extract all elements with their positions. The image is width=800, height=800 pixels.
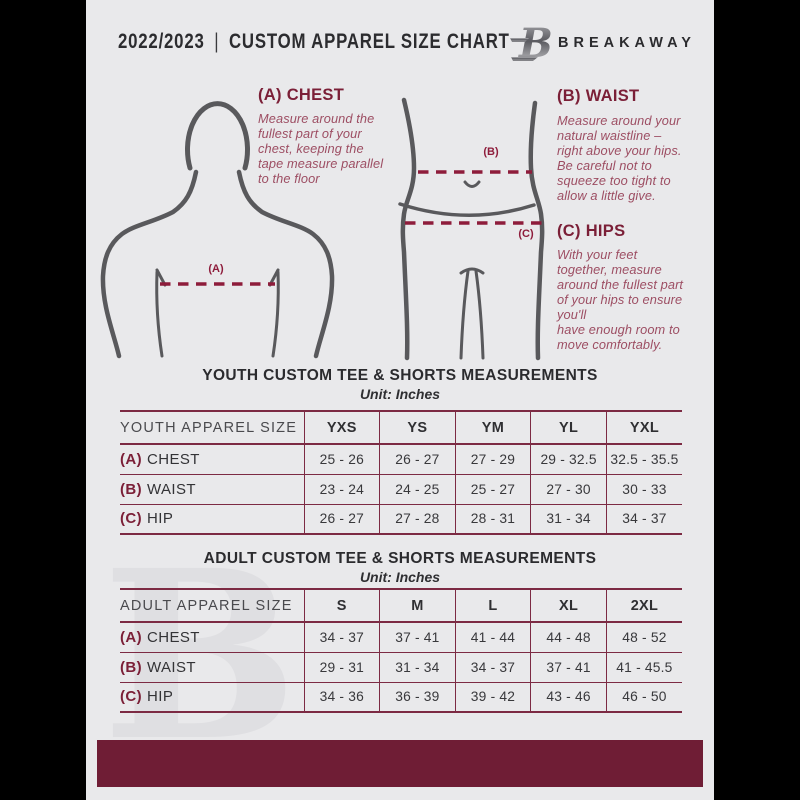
table-cell: 34 - 37 bbox=[605, 504, 682, 534]
table-cell: 37 - 41 bbox=[379, 622, 456, 653]
size-chart-page: B 2022/2023 | CUSTOM APPAREL SIZE CHART B bbox=[86, 0, 714, 800]
table-cell: 46 - 50 bbox=[605, 682, 682, 712]
waist-heading: (B) WAIST bbox=[557, 87, 640, 105]
footer-accent-bar bbox=[97, 740, 703, 787]
youth-header-row: YOUTH APPAREL SIZE YXS YS YM YL YXL bbox=[120, 411, 682, 445]
row-name: WAIST bbox=[147, 480, 196, 498]
youth-col-yl: YL bbox=[530, 411, 607, 445]
adult-size-column-header: ADULT APPAREL SIZE bbox=[120, 589, 304, 623]
table-cell: 27 - 30 bbox=[530, 474, 607, 505]
row-name: HIP bbox=[147, 688, 174, 706]
adult-waist-row: (B) WAIST 29 - 31 31 - 34 34 - 37 37 - 41… bbox=[120, 652, 682, 683]
youth-size-table: YOUTH APPAREL SIZE YXS YS YM YL YXL (A) C… bbox=[120, 410, 682, 535]
chest-heading: (A) CHEST bbox=[258, 86, 345, 104]
body-measurement-diagram bbox=[100, 97, 546, 361]
row-prefix: (A) bbox=[120, 450, 143, 468]
chart-title: CUSTOM APPAREL SIZE CHART bbox=[229, 30, 510, 53]
table-cell: 23 - 24 bbox=[303, 474, 380, 505]
adult-unit-label: Unit: Inches bbox=[359, 569, 441, 585]
brand-logo: B BREAKAWAY bbox=[510, 20, 710, 64]
table-cell: 26 - 27 bbox=[379, 444, 456, 475]
page-title: 2022/2023 | CUSTOM APPAREL SIZE CHART bbox=[118, 30, 510, 54]
hips-line-label: (C) bbox=[518, 228, 534, 240]
youth-col-ys: YS bbox=[379, 411, 456, 445]
row-name: WAIST bbox=[147, 658, 196, 676]
youth-chest-row: (A) CHEST 25 - 26 26 - 27 27 - 29 29 - 32… bbox=[120, 444, 682, 475]
youth-col-yxl: YXL bbox=[605, 411, 682, 445]
table-cell: 25 - 27 bbox=[454, 474, 531, 505]
adult-col-l: L bbox=[454, 589, 531, 623]
row-name: CHEST bbox=[147, 450, 200, 468]
table-cell: 31 - 34 bbox=[379, 652, 456, 683]
upper-body-figure bbox=[100, 101, 335, 359]
table-cell: 27 - 28 bbox=[379, 504, 456, 534]
table-cell: 41 - 44 bbox=[454, 622, 531, 653]
adult-col-m: M bbox=[379, 589, 456, 623]
season-year: 2022/2023 bbox=[118, 30, 205, 53]
table-cell: 37 - 41 bbox=[530, 652, 607, 683]
table-cell: 41 - 45.5 bbox=[605, 652, 682, 683]
waist-instructions: Measure around your natural waistline – … bbox=[557, 113, 682, 203]
adult-col-2xl: 2XL bbox=[605, 589, 682, 623]
table-cell: 31 - 34 bbox=[530, 504, 607, 534]
chest-instructions: Measure around the fullest part of your … bbox=[258, 111, 384, 186]
row-label-chest: (A) CHEST bbox=[120, 622, 304, 653]
adult-section-title: ADULT CUSTOM TEE & SHORTS MEASUREMENTS bbox=[203, 550, 597, 567]
row-prefix: (B) bbox=[120, 480, 143, 498]
adult-hip-row: (C) HIP 34 - 36 36 - 39 39 - 42 43 - 46 4… bbox=[120, 682, 682, 712]
youth-hip-row: (C) HIP 26 - 27 27 - 28 28 - 31 31 - 34 3… bbox=[120, 504, 682, 534]
row-label-chest: (A) CHEST bbox=[120, 444, 304, 475]
adult-col-s: S bbox=[303, 589, 380, 623]
youth-col-yxs: YXS bbox=[303, 411, 380, 445]
table-cell: 24 - 25 bbox=[379, 474, 456, 505]
row-label-waist: (B) WAIST bbox=[120, 652, 304, 683]
youth-col-ym: YM bbox=[454, 411, 531, 445]
title-divider: | bbox=[214, 30, 220, 53]
row-prefix: (A) bbox=[120, 628, 143, 646]
table-cell: 43 - 46 bbox=[530, 682, 607, 712]
table-cell: 34 - 36 bbox=[303, 682, 380, 712]
chest-line-label: (A) bbox=[208, 263, 224, 275]
lower-body-figure bbox=[398, 97, 545, 361]
row-prefix: (C) bbox=[120, 688, 143, 706]
youth-unit-label: Unit: Inches bbox=[359, 386, 441, 402]
table-cell: 30 - 33 bbox=[605, 474, 682, 505]
table-cell: 28 - 31 bbox=[454, 504, 531, 534]
table-cell: 48 - 52 bbox=[605, 622, 682, 653]
table-cell: 27 - 29 bbox=[454, 444, 531, 475]
adult-col-xl: XL bbox=[530, 589, 607, 623]
row-prefix: (B) bbox=[120, 658, 143, 676]
table-cell: 25 - 26 bbox=[303, 444, 380, 475]
youth-size-column-header: YOUTH APPAREL SIZE bbox=[120, 411, 304, 445]
brand-name: BREAKAWAY bbox=[558, 35, 696, 51]
waist-line-label: (B) bbox=[483, 146, 499, 158]
table-cell: 36 - 39 bbox=[379, 682, 456, 712]
table-cell: 44 - 48 bbox=[530, 622, 607, 653]
table-cell: 34 - 37 bbox=[454, 652, 531, 683]
row-prefix: (C) bbox=[120, 510, 143, 528]
hips-instructions: With your feet together, measure around … bbox=[557, 247, 684, 352]
row-label-hip: (C) HIP bbox=[120, 504, 304, 534]
row-name: CHEST bbox=[147, 628, 200, 646]
table-cell: 32.5 - 35.5 bbox=[605, 444, 682, 475]
youth-section-title: YOUTH CUSTOM TEE & SHORTS MEASUREMENTS bbox=[202, 367, 598, 384]
table-cell: 26 - 27 bbox=[303, 504, 380, 534]
table-cell: 39 - 42 bbox=[454, 682, 531, 712]
adult-header-row: ADULT APPAREL SIZE S M L XL 2XL bbox=[120, 589, 682, 623]
row-label-waist: (B) WAIST bbox=[120, 474, 304, 505]
table-cell: 29 - 31 bbox=[303, 652, 380, 683]
youth-waist-row: (B) WAIST 23 - 24 24 - 25 25 - 27 27 - 30… bbox=[120, 474, 682, 505]
table-cell: 29 - 32.5 bbox=[530, 444, 607, 475]
breakaway-b-icon: B bbox=[510, 20, 552, 64]
row-name: HIP bbox=[147, 510, 174, 528]
table-cell: 34 - 37 bbox=[303, 622, 380, 653]
adult-size-table: ADULT APPAREL SIZE S M L XL 2XL (A) CHEST… bbox=[120, 588, 682, 713]
hips-heading: (C) HIPS bbox=[557, 222, 626, 240]
adult-chest-row: (A) CHEST 34 - 37 37 - 41 41 - 44 44 - 48… bbox=[120, 622, 682, 653]
row-label-hip: (C) HIP bbox=[120, 682, 304, 712]
